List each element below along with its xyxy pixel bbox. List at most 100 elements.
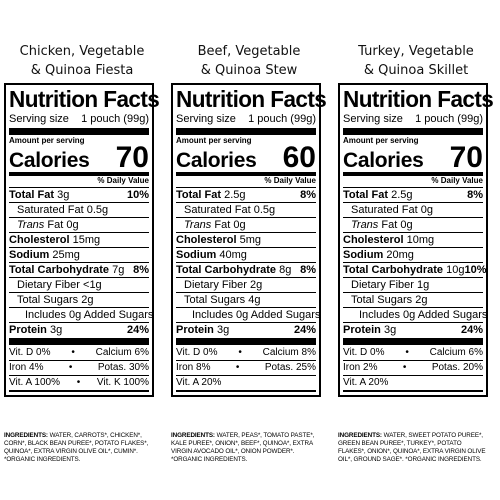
- total-fat-row: Total Fat 3g 10%: [9, 188, 149, 203]
- protein-label: Protein: [343, 324, 381, 336]
- protein-value: 3g: [383, 324, 397, 336]
- divider-thick: [9, 128, 149, 135]
- carbohydrate-value: 10g: [446, 264, 465, 276]
- organic-note: *Organic Ingredients.: [4, 456, 81, 463]
- serving-size-label: Serving size: [176, 113, 236, 125]
- vitamin-row-2: Iron 2% • Potas. 20%: [343, 361, 483, 376]
- divider-thick: [176, 128, 316, 135]
- protein-dv: 24%: [126, 324, 149, 336]
- dietary-fiber: Dietary Fiber 2g: [184, 279, 263, 291]
- divider-thick: [343, 128, 483, 135]
- cholesterol-label: Cholesterol: [9, 234, 70, 246]
- sodium-row: Sodium 40mg: [176, 248, 316, 263]
- added-sugars: Includes 0g Added Sugars: [192, 309, 321, 321]
- product-title-line1: Beef, Vegetable: [197, 44, 301, 59]
- sodium-row: Sodium 20mg: [343, 248, 483, 263]
- carbohydrate-label: Total Carbohydrate: [343, 264, 444, 276]
- trans-label: Trans: [184, 219, 212, 231]
- cholesterol-row: Cholesterol 15mg: [9, 233, 149, 248]
- carbohydrate-value: 7g: [112, 264, 125, 276]
- potassium: Potas. 20%: [431, 362, 483, 373]
- ingredients-text: Water, Carrots*, Chicken*, Corn*, Black …: [4, 432, 149, 455]
- saturated-fat-row: Saturated Fat 0g: [343, 203, 483, 218]
- total-fat-label: Total Fat: [9, 189, 55, 201]
- protein-dv: 24%: [293, 324, 316, 336]
- protein-label: Protein: [9, 324, 47, 336]
- protein-value: 3g: [216, 324, 230, 336]
- serving-size-value: 1 pouch (99g): [415, 113, 483, 125]
- total-fat-label: Total Fat: [343, 189, 389, 201]
- divider-medium: [9, 172, 149, 176]
- divider-thick: [9, 338, 149, 345]
- cholesterol-value: 5mg: [239, 234, 261, 246]
- iron: Iron 8%: [176, 362, 211, 373]
- protein-row: Protein 3g 24%: [343, 323, 483, 337]
- total-fat-dv: 10%: [126, 189, 149, 201]
- ingredients-block: Ingredients: Water, Sweet Potato Puree*,…: [338, 432, 490, 464]
- added-sugars-row: Includes 0g Added Sugars: [176, 308, 320, 323]
- product-title: Chicken, Vegetable & Quinoa Fiesta: [4, 42, 160, 80]
- trans-label: Trans: [17, 219, 45, 231]
- total-sugars: Total Sugars 2g: [351, 294, 428, 306]
- saturated-fat: Saturated Fat 0.5g: [17, 204, 109, 216]
- nutrition-facts-title: Nutrition Facts: [343, 86, 494, 112]
- vitamin-k: Vit. K 100%: [96, 377, 149, 388]
- vitamin-d: Vit. D 0%: [343, 347, 385, 358]
- vitamin-a: Vit. A 100%: [9, 377, 60, 388]
- protein-dv: 24%: [460, 324, 483, 336]
- potassium: Potas. 25%: [264, 362, 316, 373]
- vitamin-row-3: Vit. A 20%: [343, 376, 483, 392]
- product-title: Beef, Vegetable & Quinoa Stew: [171, 42, 327, 80]
- added-sugars-row: Includes 0g Added Sugars: [9, 308, 153, 323]
- trans-fat-row: Trans Fat 0g: [176, 218, 316, 233]
- daily-value-header: % Daily Value: [9, 176, 149, 188]
- sugars-row: Total Sugars 2g: [9, 293, 149, 308]
- calories-value: 70: [115, 141, 149, 174]
- calories-value: 70: [449, 141, 483, 174]
- cholesterol-row: Cholesterol 5mg: [176, 233, 316, 248]
- vitamin-row-1: Vit. D 0% • Calcium 6%: [343, 346, 483, 361]
- ingredients-text: Water, Peas*, Tomato Paste*, Kale Puree*…: [171, 432, 315, 455]
- serving-size-label: Serving size: [9, 113, 69, 125]
- added-sugars: Includes 0g Added Sugars: [359, 309, 488, 321]
- sodium-label: Sodium: [9, 249, 50, 261]
- daily-value-header: % Daily Value: [343, 176, 483, 188]
- trans-label: Trans: [351, 219, 379, 231]
- cholesterol-value: 10mg: [406, 234, 435, 246]
- carbohydrate-row: Total Carbohydrate 8g 8%: [176, 263, 316, 278]
- nutrition-facts-panel: Nutrition Facts Serving size 1 pouch (99…: [338, 83, 494, 397]
- total-fat-value: 2.5g: [391, 189, 413, 201]
- product-title-line1: Chicken, Vegetable: [19, 44, 145, 59]
- product-title-line1: Turkey, Vegetable: [358, 44, 474, 59]
- vitamin-row-1: Vit. D 0% • Calcium 6%: [9, 346, 149, 361]
- carbohydrate-value: 8g: [279, 264, 292, 276]
- serving-size-value: 1 pouch (99g): [248, 113, 316, 125]
- calcium: Calcium 6%: [95, 347, 149, 358]
- carbohydrate-label: Total Carbohydrate: [176, 264, 277, 276]
- fiber-row: Dietary Fiber <1g: [9, 278, 149, 293]
- vitamin-a: Vit. A 20%: [176, 377, 222, 388]
- iron: Iron 4%: [9, 362, 44, 373]
- nutrition-facts-panel: Nutrition Facts Serving size 1 pouch (99…: [171, 83, 327, 397]
- trans-fat-value: Fat 0g: [381, 219, 413, 231]
- potassium: Potas. 30%: [97, 362, 149, 373]
- protein-row: Protein 3g 24%: [176, 323, 316, 337]
- divider-thick: [343, 338, 483, 345]
- sodium-value: 20mg: [386, 249, 414, 261]
- carbohydrate-row: Total Carbohydrate 10g 10%: [343, 263, 486, 278]
- cholesterol-label: Cholesterol: [343, 234, 404, 246]
- sodium-value: 40mg: [219, 249, 247, 261]
- protein-label: Protein: [176, 324, 214, 336]
- trans-fat-value: Fat 0g: [47, 219, 79, 231]
- sugars-row: Total Sugars 4g: [176, 293, 316, 308]
- saturated-fat: Saturated Fat 0g: [351, 204, 433, 216]
- serving-size-label: Serving size: [343, 113, 403, 125]
- vitamin-d: Vit. D 0%: [176, 347, 218, 358]
- carbohydrate-dv: 8%: [300, 264, 316, 276]
- calories-value: 60: [282, 141, 316, 174]
- vitamin-d: Vit. D 0%: [9, 347, 51, 358]
- vitamin-row-3: Vit. A 100% • Vit. K 100%: [9, 376, 149, 392]
- carbohydrate-label: Total Carbohydrate: [9, 264, 110, 276]
- added-sugars: Includes 0g Added Sugars: [25, 309, 154, 321]
- nutrition-facts-panel: Nutrition Facts Serving size 1 pouch (99…: [4, 83, 160, 397]
